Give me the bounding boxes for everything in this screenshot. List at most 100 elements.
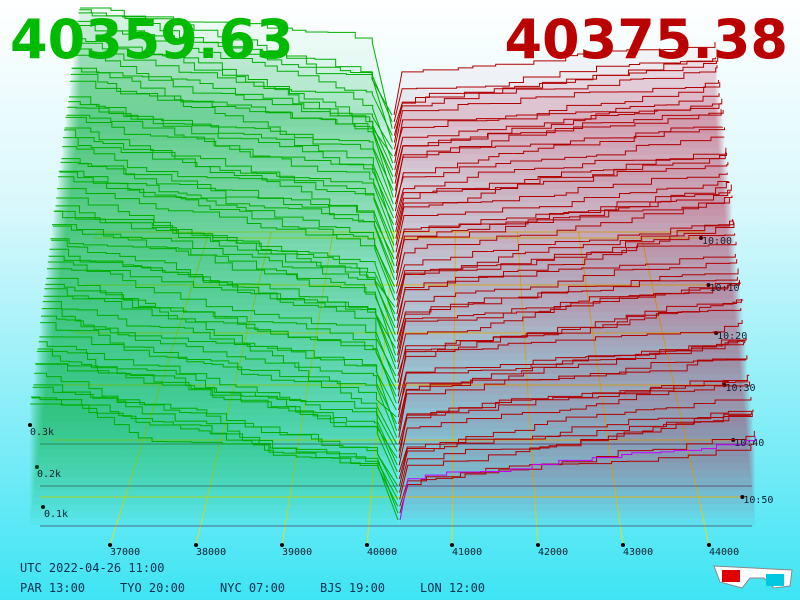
bid-curve — [64, 127, 395, 239]
ask-fill — [399, 440, 754, 512]
ask-curve — [394, 98, 723, 184]
bid-curve — [41, 315, 398, 431]
ask-curve — [399, 412, 753, 493]
ask-fill — [399, 430, 755, 519]
ask-fill — [399, 374, 749, 464]
ask-fill — [394, 93, 720, 162]
ask-curve — [398, 397, 752, 479]
ask-fill — [395, 136, 724, 210]
bid-fill — [68, 96, 394, 210]
depth-tick — [41, 505, 45, 509]
bid-curve — [74, 42, 394, 157]
3d-glasses-icon — [713, 565, 793, 589]
time-label: 10:10 — [709, 283, 739, 294]
ask-fill — [396, 195, 732, 292]
ask-fill — [399, 381, 750, 471]
price-grid-line — [516, 231, 539, 546]
ask-fill — [398, 355, 747, 443]
city-time: TYO 20:00 — [120, 581, 185, 595]
ask-fill — [394, 79, 719, 155]
ask-curve — [394, 109, 724, 198]
bid-curve — [58, 170, 395, 287]
bid-fill — [42, 301, 397, 423]
ask-curve — [398, 379, 749, 445]
time-label: 10:50 — [743, 495, 773, 506]
bid-curve — [77, 20, 393, 136]
bid-fill — [74, 43, 393, 162]
time-label: 10:00 — [702, 236, 732, 247]
bid-curve — [79, 9, 393, 123]
price-tick — [450, 543, 454, 547]
time-label: 10:30 — [725, 383, 755, 394]
ask-curve — [397, 279, 740, 363]
ask-curve — [396, 233, 736, 315]
bid-fill — [59, 172, 395, 285]
ask-curve — [394, 136, 725, 205]
ask-curve — [396, 254, 736, 322]
bid-curve — [72, 67, 394, 177]
price-label: 37000 — [110, 547, 140, 558]
ask-fill — [398, 358, 746, 429]
bid-fill — [78, 12, 393, 134]
bid-price: 40359.63 — [10, 8, 294, 71]
bid-fill — [41, 308, 397, 429]
bid-curve — [41, 308, 398, 425]
ask-curve — [395, 191, 731, 267]
ask-fill — [397, 241, 737, 333]
ask-curve — [394, 93, 720, 157]
bid-fill — [73, 55, 393, 175]
bid-fill — [69, 81, 394, 203]
ask-curve — [398, 355, 748, 438]
bid-fill — [33, 384, 398, 498]
price-tick — [707, 543, 711, 547]
bid-curve — [78, 12, 393, 129]
ask-fill — [394, 41, 715, 120]
bid-fill — [50, 238, 396, 361]
bid-curve — [36, 350, 398, 466]
bid-curve — [45, 283, 397, 397]
ask-curve — [396, 222, 735, 308]
ask-curve — [393, 55, 719, 143]
city-times: PAR 13:00 TYO 20:00 NYC 07:00 BJS 19:00 LON … — [20, 581, 485, 595]
ask-fill — [396, 219, 733, 299]
bid-curve — [66, 114, 395, 226]
bid-curve — [68, 101, 394, 212]
bid-fill — [75, 38, 393, 155]
price-label: 44000 — [709, 547, 739, 558]
ask-fill — [397, 254, 736, 326]
bid-curve — [43, 295, 397, 411]
city-time: PAR 13:00 — [20, 581, 85, 595]
ask-curve — [395, 152, 728, 232]
price-label: 39000 — [282, 547, 312, 558]
bid-curve — [80, 7, 393, 116]
bid-fill — [64, 128, 394, 244]
bid-curve — [57, 176, 396, 294]
bid-fill — [41, 316, 397, 436]
ask-fill — [399, 409, 753, 505]
bid-curve — [63, 129, 395, 246]
time-label: 10:40 — [734, 438, 764, 449]
bid-curve — [55, 205, 396, 315]
depth-tick — [28, 423, 32, 427]
ask-curve — [393, 41, 716, 116]
bid-fill — [57, 188, 395, 306]
ask-fill — [397, 276, 738, 347]
bid-fill — [61, 158, 395, 272]
bid-curve — [46, 268, 397, 383]
bid-fill — [51, 240, 396, 354]
bid-curve — [30, 396, 399, 514]
ask-fill — [397, 298, 742, 388]
price-label: 40000 — [367, 547, 397, 558]
ask-curve — [398, 381, 751, 466]
price-label: 38000 — [196, 547, 226, 558]
city-time: BJS 19:00 — [320, 581, 385, 595]
time-tick — [706, 283, 711, 287]
depth-label: 0.3k — [30, 427, 54, 438]
bid-curve — [68, 96, 394, 205]
bid-curve — [75, 38, 393, 150]
depth-label: 0.1k — [44, 509, 68, 520]
ask-fill — [394, 55, 718, 148]
bid-curve — [30, 403, 399, 521]
bid-curve — [63, 137, 395, 253]
ask-curve — [397, 299, 744, 397]
